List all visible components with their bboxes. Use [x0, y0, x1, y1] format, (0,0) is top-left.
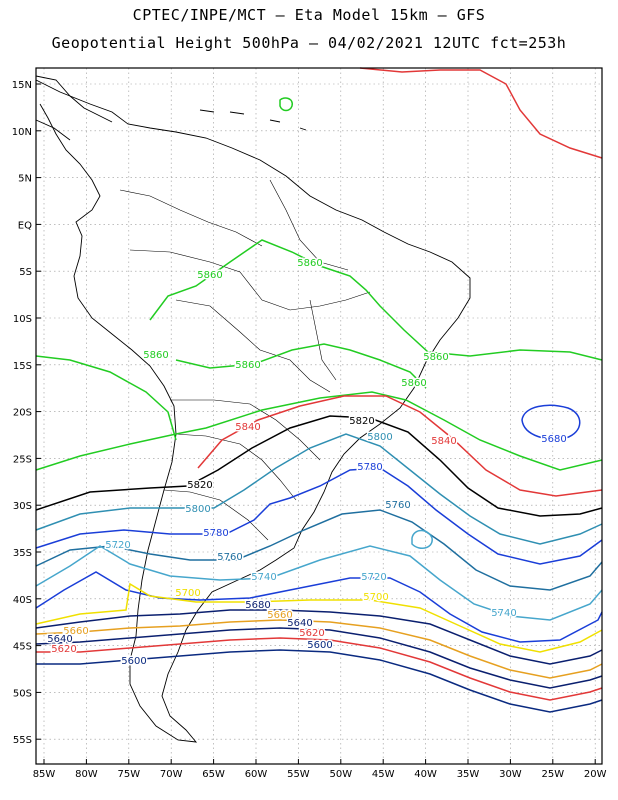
map-frame: [35, 67, 603, 765]
contour-5660: [35, 619, 603, 679]
contour-5800: [35, 433, 603, 545]
contour-label: 5760: [217, 552, 242, 563]
lon-tick-label: 45W: [372, 769, 395, 780]
contour-5600: [36, 649, 603, 713]
lat-tick-label: 10S: [13, 314, 32, 325]
contour-label: 5620: [299, 628, 324, 639]
lat-tick-label: 5S: [19, 267, 32, 278]
lat-tick-label: 5N: [18, 174, 32, 185]
contour-label: 5820: [349, 416, 374, 427]
lat-tick-label: 10N: [12, 127, 32, 138]
contour-lines: [35, 67, 603, 713]
contour-label: 5820: [187, 480, 212, 491]
contour-label: 5640: [287, 618, 312, 629]
lat-tick-label: 20S: [13, 408, 32, 419]
south-america-coastline: [35, 79, 471, 743]
lon-tick-label: 35W: [457, 769, 480, 780]
contour-label: 5780: [357, 462, 382, 473]
lon-tick-label: 55W: [287, 769, 310, 780]
contour-5680: [35, 609, 603, 665]
lon-tick-label: 20W: [584, 769, 607, 780]
contour-label: 5780: [203, 528, 228, 539]
contour-label: 5800: [367, 432, 392, 443]
contour-label: 5680: [245, 600, 270, 611]
contour-label: 5860: [143, 350, 168, 361]
lon-tick-label: 65W: [202, 769, 225, 780]
contour-5640: [35, 627, 603, 689]
contour-label: 5720: [361, 572, 386, 583]
contour-label: 5700: [175, 588, 200, 599]
lat-tick-label: 15N: [12, 80, 32, 91]
contour-label: 5660: [63, 626, 88, 637]
latitude-axis: 15N 10N 5N EQ 5S 10S 15S 20S 25S 30S 35S 40S 45S 50S 5…: [12, 80, 41, 746]
contour-label: 5760: [385, 500, 410, 511]
contour-label: 5660: [267, 610, 292, 621]
lat-tick-label: 25S: [13, 454, 32, 465]
lon-tick-label: 25W: [541, 769, 564, 780]
contour-5740-ring: [411, 529, 433, 549]
contour-label: 5860: [197, 270, 222, 281]
lon-tick-label: 85W: [33, 769, 56, 780]
contour-5860-north: [149, 239, 603, 361]
contour-5740: [35, 545, 603, 621]
contour-label: 5600: [307, 640, 332, 651]
contour-label: 5840: [431, 436, 456, 447]
contour-5860-mid: [35, 343, 427, 441]
contour-labels: 5860 5860 5860 5860 5860 5860 5840 5840 5820 5820…: [46, 257, 568, 669]
contour-5780: [35, 467, 603, 565]
contour-5700: [35, 582, 603, 653]
lon-tick-label: 75W: [117, 769, 140, 780]
contour-label: 5840: [235, 422, 260, 433]
contour-label: 5740: [491, 608, 516, 619]
lat-tick-label: 40S: [13, 595, 32, 606]
lat-tick-label: EQ: [18, 220, 32, 231]
contour-5860-south: [35, 391, 603, 471]
contour-label: 5860: [423, 352, 448, 363]
central-america-coastline: [35, 75, 113, 141]
contour-label: 5640: [47, 634, 72, 645]
caribbean-islands: [199, 109, 307, 131]
contour-label: 5800: [185, 504, 210, 515]
lat-tick-label: 15S: [13, 361, 32, 372]
lon-tick-label: 70W: [160, 769, 183, 780]
contour-label: 5680: [541, 434, 566, 445]
contour-5840-north: [359, 67, 603, 159]
contour-label: 5720: [105, 540, 130, 551]
contour-5720: [35, 571, 603, 643]
map-title-line-2: Geopotential Height 500hPa – 04/02/2021 …: [51, 34, 567, 52]
lat-tick-label: 50S: [13, 688, 32, 699]
contour-5880-cell: [521, 404, 581, 440]
lon-tick-label: 30W: [499, 769, 522, 780]
contour-label: 5740: [251, 572, 276, 583]
contour-label: 5700: [363, 592, 388, 603]
contour-5620: [36, 637, 603, 701]
contour-label: 5620: [51, 644, 76, 655]
lon-tick-label: 50W: [329, 769, 352, 780]
lon-tick-label: 60W: [245, 769, 268, 780]
contour-label: 5860: [401, 378, 426, 389]
lon-tick-label: 40W: [414, 769, 437, 780]
contour-label: 5860: [297, 258, 322, 269]
map-title-line-1: CPTEC/INPE/MCT – Eta Model 15km – GFS: [132, 6, 486, 24]
lat-tick-label: 55S: [13, 735, 32, 746]
contour-5840: [197, 395, 603, 497]
lat-tick-label: 35S: [13, 548, 32, 559]
contour-5820: [35, 415, 603, 517]
contour-label: 5860: [235, 360, 260, 371]
contour-label: 5600: [121, 656, 146, 667]
lon-tick-label: 80W: [75, 769, 98, 780]
contour-5860-north-coast: [279, 97, 293, 112]
longitude-axis: 85W 80W 75W 70W 65W 60W 55W 50W 45W 40W 35W 30W 25W 2…: [33, 759, 607, 780]
coastlines: [35, 75, 471, 743]
contour-5760: [35, 509, 603, 591]
lat-tick-label: 45S: [13, 642, 32, 653]
lat-tick-label: 30S: [13, 501, 32, 512]
